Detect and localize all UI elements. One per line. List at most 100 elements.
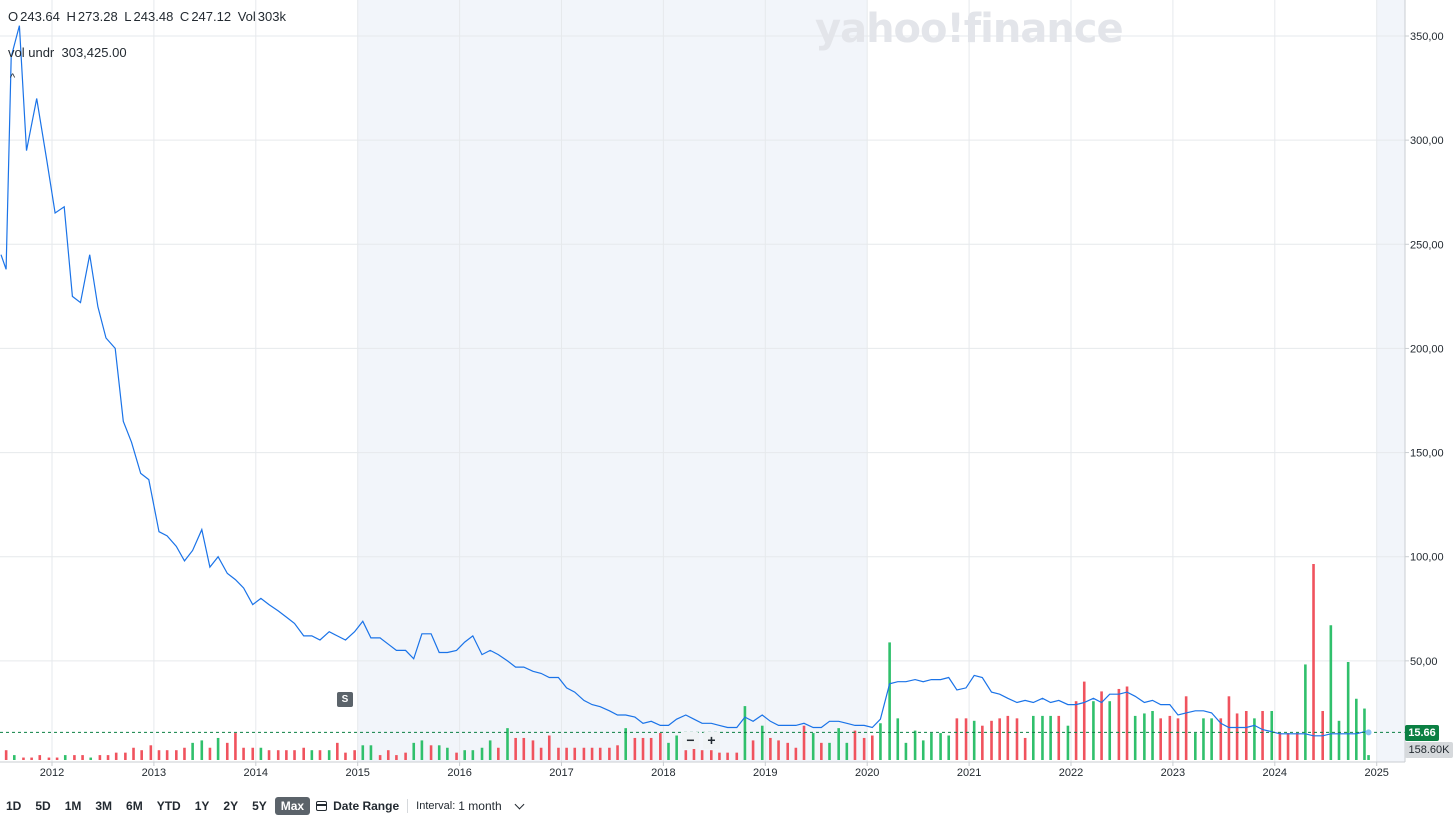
x-tick-label: 2014 — [244, 767, 268, 779]
volume-bar — [124, 752, 127, 760]
volume-bar — [12, 755, 16, 760]
volume-bar — [845, 742, 849, 760]
volume-bar — [336, 742, 339, 760]
volume-bar — [1151, 711, 1154, 760]
volume-bar — [718, 752, 721, 760]
volume-bar — [106, 755, 110, 760]
zoom-in-button[interactable]: + — [703, 732, 720, 749]
high-value: 273.28 — [77, 9, 118, 24]
volume-bar — [1041, 715, 1044, 760]
volume-bar — [412, 742, 416, 760]
range-toolbar: 1D 5D 1M 3M 6M YTD 1Y 2Y 5Y Max Date Ran… — [0, 796, 525, 816]
volume-bar — [259, 747, 263, 760]
volume-bar — [939, 733, 942, 760]
volume-bar — [1304, 664, 1307, 760]
volume-bar — [302, 747, 305, 760]
volume-series-name: vol undr — [8, 45, 55, 60]
interval-value: 1 month — [458, 799, 502, 813]
volume-bar — [972, 720, 976, 760]
volume-bar — [947, 735, 951, 760]
volume-label: Vol — [237, 9, 256, 24]
volume-bar — [293, 750, 296, 760]
volume-bar — [1363, 708, 1366, 760]
date-range-button[interactable]: Date Range — [316, 799, 399, 813]
volume-bar — [497, 747, 500, 760]
volume-bar — [506, 728, 509, 760]
volume-bar — [888, 642, 891, 760]
volume-bar — [1184, 696, 1188, 760]
volume-bar — [89, 757, 93, 760]
volume-bar — [1346, 662, 1350, 760]
volume-bar — [446, 747, 449, 760]
volume-bar — [684, 750, 688, 760]
range-1y-button[interactable]: 1Y — [194, 799, 210, 813]
range-2y-button[interactable]: 2Y — [223, 799, 239, 813]
price-line — [0, 25, 1369, 737]
volume-bar — [1031, 715, 1035, 760]
current-volume-tag: 158.60K — [1405, 742, 1453, 758]
volume-bar — [514, 737, 517, 760]
range-ytd-button[interactable]: YTD — [156, 799, 181, 813]
volume-bar — [1057, 715, 1061, 760]
range-3m-button[interactable]: 3M — [95, 799, 113, 813]
volume-bar — [1312, 564, 1315, 760]
last-price-dot — [1365, 729, 1372, 736]
volume-bar — [743, 706, 747, 760]
collapse-caret-icon[interactable]: ^ — [10, 72, 16, 84]
low-label: L — [124, 9, 132, 24]
volume-bar — [327, 750, 331, 760]
volume-bar — [1244, 711, 1248, 760]
volume-bar — [853, 730, 857, 760]
volume-bar — [344, 752, 347, 760]
date-range-label: Date Range — [333, 799, 400, 813]
volume-bar — [709, 750, 713, 760]
volume-bar — [1117, 688, 1121, 760]
volume-bar — [820, 742, 823, 760]
calendar-icon — [316, 801, 328, 811]
volume-bar — [913, 730, 917, 760]
volume-series-value: 303,425.00 — [61, 45, 127, 60]
interval-dropdown[interactable]: 1 month — [458, 799, 525, 813]
volume-bar — [1261, 711, 1264, 760]
volume-bar — [649, 737, 653, 760]
volume-bar — [751, 740, 755, 760]
range-5y-button[interactable]: 5Y — [252, 799, 267, 813]
volume-bar — [471, 750, 475, 760]
volume-bar — [216, 737, 220, 760]
range-max-button[interactable]: Max — [274, 797, 311, 815]
open-value: 243.64 — [20, 9, 60, 24]
volume-bar — [616, 745, 619, 760]
volume-bar — [480, 747, 484, 760]
volume-bar — [4, 750, 8, 760]
low-value: 243.48 — [133, 9, 174, 24]
volume-bar — [1082, 681, 1086, 760]
range-1d-button[interactable]: 1D — [6, 799, 22, 813]
volume-bar — [896, 718, 900, 760]
volume-bar — [81, 755, 84, 760]
volume-bar — [1253, 718, 1256, 760]
volume-bar — [837, 728, 840, 760]
volume-bar — [200, 740, 204, 760]
volume-bar — [310, 750, 314, 760]
volume-bar — [1015, 718, 1019, 760]
volume-bar — [582, 747, 586, 760]
volume-bar — [191, 742, 194, 760]
volume-bar — [522, 737, 526, 760]
range-1m-button[interactable]: 1M — [64, 799, 82, 813]
range-6m-button[interactable]: 6M — [126, 799, 143, 813]
volume-bar — [608, 747, 611, 760]
volume-bar — [251, 747, 255, 760]
volume-bar — [242, 747, 245, 760]
range-5d-button[interactable]: 5D — [35, 799, 51, 813]
volume-bar — [1270, 711, 1274, 760]
zoom-out-button[interactable]: − — [682, 732, 699, 749]
volume-bar — [1329, 625, 1333, 760]
volume-bar — [1202, 718, 1205, 760]
split-event-marker[interactable]: S — [337, 692, 353, 707]
volume-bar — [1143, 713, 1146, 760]
volume-bar — [157, 750, 161, 760]
high-label: H — [66, 9, 76, 24]
x-tick-label: 2019 — [753, 767, 777, 779]
price-chart[interactable]: 350,00 300,00 250,00 200,00 150,00 100,00 50,0… — [0, 0, 1456, 796]
volume-bar — [565, 747, 568, 760]
